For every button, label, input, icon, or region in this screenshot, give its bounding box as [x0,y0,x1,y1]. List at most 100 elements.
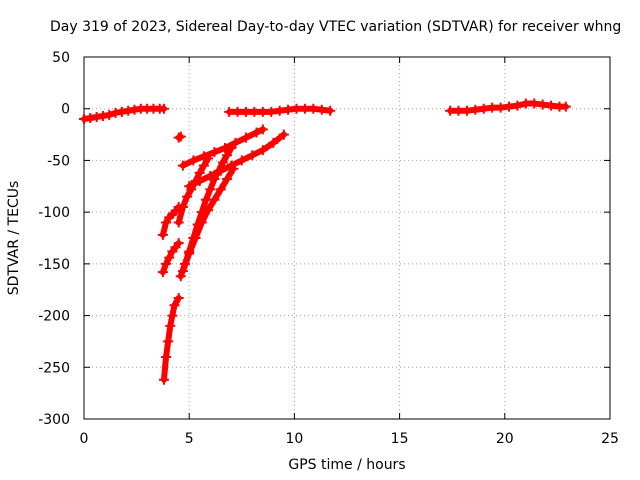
data-markers [79,98,571,385]
x-tick-label: 10 [285,431,303,447]
data-point [278,129,289,140]
data-point [268,137,279,148]
data-point [163,336,174,347]
data-point [529,98,540,109]
y-tick-label: 50 [52,50,70,66]
data-point [175,131,186,142]
data-point [129,104,140,115]
data-point [116,106,127,117]
data-point [209,147,220,158]
data-point [470,104,481,115]
x-tick-label: 5 [185,431,194,447]
series-3 [158,292,184,385]
series-9 [177,124,268,171]
data-point [224,106,235,117]
y-tick-label: -250 [38,360,70,376]
data-point [257,145,268,156]
axis-ticks: 0 5 10 15 20 25 50 0 -50 -100 -150 -200 -250 -300 [38,50,619,447]
data-point [169,300,180,311]
data-point [198,160,209,171]
series-7 [177,163,239,277]
data-point [167,310,178,321]
data-point [177,201,188,212]
x-tick-label: 25 [601,431,619,447]
data-point [194,176,205,187]
data-point [182,191,193,202]
x-tick-label: 15 [391,431,409,447]
data-point [164,252,175,263]
data-point [520,98,531,109]
data-point [205,184,216,195]
data-point [173,132,184,143]
data-point [283,104,294,115]
data-point [157,267,168,278]
data-point [316,104,327,115]
series-1 [79,103,169,125]
data-point [299,103,310,114]
y-tick-label: -200 [38,309,70,325]
data-point [184,248,195,259]
y-axis-label: SDTVAR / TECUs [6,180,22,296]
data-point [308,103,319,114]
data-point [537,99,548,110]
plot-frame [83,56,611,420]
data-point [196,217,207,228]
data-point [177,160,188,171]
data-point [291,103,302,114]
data-point [173,217,184,228]
data-point [487,102,498,113]
data-point [217,157,228,168]
x-tick-label: 20 [496,431,514,447]
data-point [445,105,456,116]
data-point [198,151,209,162]
x-tick-label: 0 [80,431,89,447]
data-point [478,103,489,114]
data-point [161,217,172,228]
data-point [158,103,169,114]
data-point [104,109,115,120]
data-point [495,102,506,113]
y-tick-label: -300 [38,412,70,428]
data-point [203,205,214,216]
series-11 [224,103,336,117]
data-point [219,143,230,154]
data-point [222,174,233,185]
data-point [157,229,168,240]
data-point [560,101,571,112]
data-point [236,155,247,166]
data-point [232,106,243,117]
data-point [325,105,336,116]
data-point [257,124,268,135]
series-12 [445,98,571,116]
data-point [161,351,172,362]
data-point [85,113,96,124]
data-point [91,111,102,122]
data-point [266,106,277,117]
y-tick-label: 0 [61,102,70,118]
y-tick-label: -150 [38,257,70,273]
data-point [249,106,260,117]
data-point [512,100,523,111]
data-point [188,155,199,166]
data-point [184,181,195,192]
data-point [177,266,188,277]
data-point [222,150,233,161]
data-point [230,137,241,148]
data-point [247,150,258,161]
data-point [453,105,464,116]
data-point [215,165,226,176]
data-point [161,258,172,269]
chart-title: Day 319 of 2023, Sidereal Day-to-day VTE… [50,19,622,35]
y-tick-label: -100 [38,205,70,221]
data-point [546,100,557,111]
series-trace [186,131,287,190]
series-2 [173,131,186,143]
data-point [158,374,169,385]
data-point [201,194,212,205]
data-point [226,160,237,171]
series-10 [184,129,289,192]
data-point [110,107,121,118]
data-point [504,101,515,112]
data-point [190,233,201,243]
